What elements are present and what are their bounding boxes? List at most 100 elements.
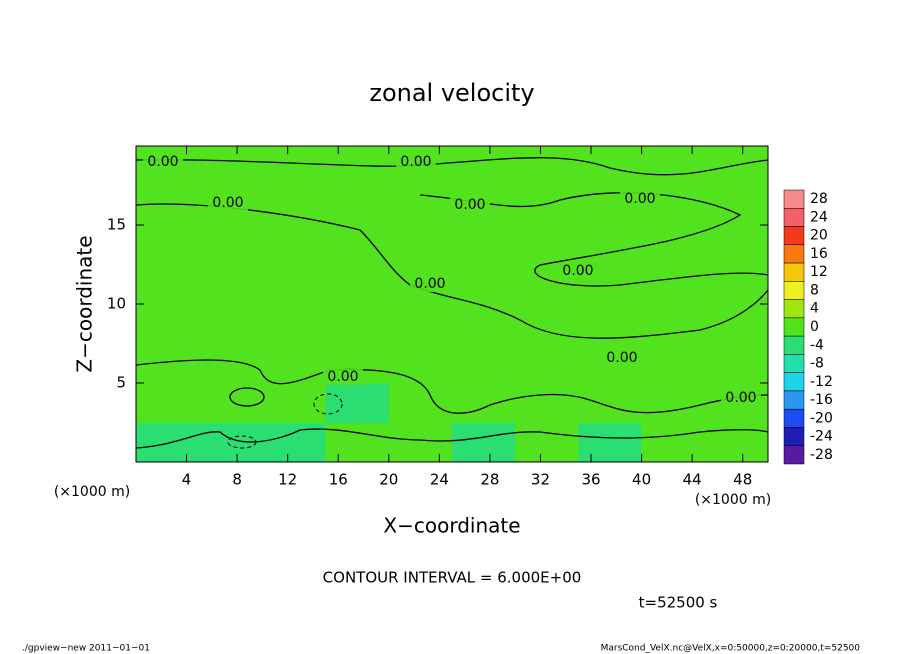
field-cell [325, 264, 390, 305]
colorbar-swatch [783, 390, 805, 410]
field-cell [388, 343, 453, 384]
contour-label: 0.00 [562, 263, 593, 279]
field-cell [136, 383, 200, 423]
contour-label: 0.00 [327, 369, 358, 385]
field-cell [452, 343, 516, 384]
contour-line [135, 359, 769, 414]
field-cell [704, 225, 769, 265]
field-cell [325, 225, 390, 265]
field-cell [515, 304, 579, 344]
colorbar-label: -16 [810, 392, 833, 408]
y-tick-label: 10 [107, 295, 126, 313]
colorbar-swatch [783, 244, 805, 264]
field-cell [515, 146, 579, 186]
field-cell [641, 146, 706, 186]
colorbar-label: 28 [810, 191, 828, 207]
field-cell [262, 225, 327, 265]
contour-line [135, 203, 769, 339]
field-cell [515, 185, 579, 226]
field-cell [515, 383, 579, 423]
field-cell [704, 304, 769, 344]
contour-label-bg [143, 154, 183, 170]
colorbar-label: -24 [810, 429, 833, 445]
contour-dashed [227, 435, 257, 449]
field-cell [388, 225, 453, 265]
x-tick-label: 16 [329, 471, 348, 489]
field-cell [578, 225, 643, 265]
contour-label-bg [721, 390, 761, 406]
field-cell [641, 304, 706, 344]
x-tick-label: 4 [182, 471, 192, 489]
x-tick-label: 36 [581, 471, 600, 489]
contour-label-bg [396, 154, 436, 170]
field-cell [262, 185, 327, 226]
colorbar-label: 8 [810, 282, 819, 298]
colorbar-label: -28 [810, 447, 833, 463]
field-cell [452, 146, 516, 186]
field-cell [515, 422, 579, 463]
x-axis-label: X−coordinate [383, 514, 520, 538]
contour-label: 0.00 [454, 197, 485, 213]
contour-label-bg [602, 350, 642, 366]
contour-label-bg [450, 197, 490, 213]
contour-line [419, 192, 769, 287]
field-cell [325, 304, 390, 344]
contour-label-bg [620, 191, 660, 207]
field-cell [578, 146, 643, 186]
field-cell [136, 264, 200, 305]
colorbar-swatch [783, 445, 805, 465]
contour-label-bg [558, 263, 598, 279]
field-cell [641, 422, 706, 463]
y-axis-label: Z−coordinate [73, 235, 97, 372]
field-cell [199, 304, 263, 344]
contour-label: 0.00 [624, 191, 655, 207]
field-cell [388, 304, 453, 344]
x-tick-label: 48 [733, 471, 752, 489]
colorbar-label: -20 [810, 410, 833, 426]
colorbar-swatch [783, 335, 805, 355]
x-tick-label: 20 [379, 471, 398, 489]
field-cell [199, 146, 263, 186]
contour-label-bg [323, 369, 363, 385]
y-unit: (×1000 m) [54, 484, 130, 500]
x-tick-label: 12 [278, 471, 297, 489]
contour-dashed [313, 393, 343, 415]
colorbar-label: 4 [810, 301, 819, 317]
time-label: t=52500 s [639, 594, 718, 612]
x-tick-label: 44 [683, 471, 702, 489]
field-cell [199, 343, 263, 384]
colorbar-label: 0 [810, 319, 819, 335]
colorbar-swatch [783, 226, 805, 246]
contour-label: 0.00 [606, 350, 637, 366]
field-cell [136, 185, 200, 226]
contour-label: 0.00 [414, 276, 445, 292]
contour-label: 0.00 [400, 154, 431, 170]
colorbar-swatch [783, 408, 805, 428]
field-cell [641, 343, 706, 384]
colorbar-label: 20 [810, 228, 828, 244]
field-cell [452, 422, 516, 463]
field-cell [704, 422, 769, 463]
contour-label: 0.00 [725, 390, 756, 406]
contour-line [135, 428, 769, 449]
colorbar-swatch [783, 281, 805, 300]
field-cell [199, 225, 263, 265]
field-cell [262, 146, 327, 186]
field-cell [452, 225, 516, 265]
contour-interval: CONTOUR INTERVAL = 6.000E+00 [323, 569, 582, 587]
field-cell [388, 422, 453, 463]
contour-label: 0.00 [147, 154, 178, 170]
field-cell [388, 383, 453, 423]
field-cell [325, 383, 390, 423]
field-cell [262, 304, 327, 344]
field-cell [262, 264, 327, 305]
plot-layer: 0.00 0.00 0.00 0.00 0.00 0.00 0.00 0.00 0.00 0.00 [135, 146, 769, 463]
field-cell [704, 343, 769, 384]
colorbar-swatch [783, 208, 805, 227]
x-tick-label: 8 [232, 471, 242, 489]
field-cell [452, 304, 516, 344]
contour-label-bg [410, 276, 450, 292]
field-cell [578, 383, 643, 423]
colorbar-swatch [783, 427, 805, 446]
